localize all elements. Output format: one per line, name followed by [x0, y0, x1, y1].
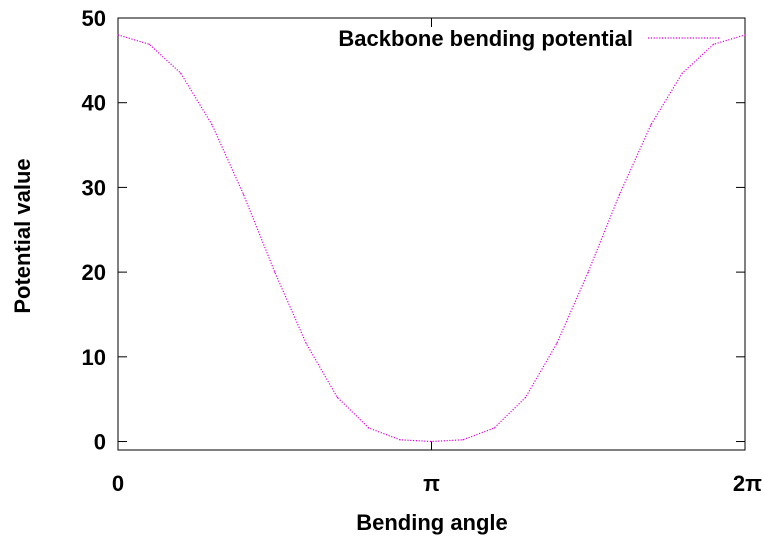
series-point [681, 72, 683, 74]
series-point [211, 124, 213, 126]
y-tick-label: 10 [82, 345, 106, 370]
plot-frame [117, 17, 746, 451]
series-point [713, 43, 715, 45]
series-point [148, 43, 150, 45]
x-tick-label: 2π [733, 471, 762, 496]
series-point [462, 439, 464, 441]
y-tick-label: 40 [82, 91, 106, 116]
legend-label: Backbone bending potential [338, 26, 633, 51]
x-tick-label: 0 [112, 471, 124, 496]
series-point [242, 193, 245, 195]
series-point [587, 271, 589, 273]
series-point [274, 271, 276, 273]
axis-tick-labels: 0 10 20 30 40 50 0 π 2π [82, 6, 763, 496]
series-point [399, 439, 401, 441]
series-point [336, 396, 339, 399]
y-axis-title: Potential value [10, 158, 35, 313]
series-point [368, 427, 370, 429]
y-tick-label: 20 [82, 260, 106, 285]
series-point [556, 342, 558, 344]
x-axis-title: Bending angle [356, 510, 508, 535]
series-layer [117, 34, 746, 443]
axis-ticks [117, 17, 746, 450]
y-tick-label: 30 [82, 175, 106, 200]
series-point [493, 427, 495, 429]
y-tick-label: 50 [82, 6, 106, 31]
series-point [524, 396, 527, 399]
series-point [180, 72, 182, 74]
series-point [619, 193, 621, 195]
series-point [744, 34, 746, 36]
x-tick-label: π [423, 471, 440, 496]
series-point [430, 440, 433, 443]
legend: Backbone bending potential [338, 26, 720, 51]
series-point [650, 124, 652, 126]
series-point [117, 34, 119, 36]
series-point [305, 342, 307, 344]
y-tick-label: 0 [94, 430, 106, 455]
series-line [117, 34, 746, 443]
